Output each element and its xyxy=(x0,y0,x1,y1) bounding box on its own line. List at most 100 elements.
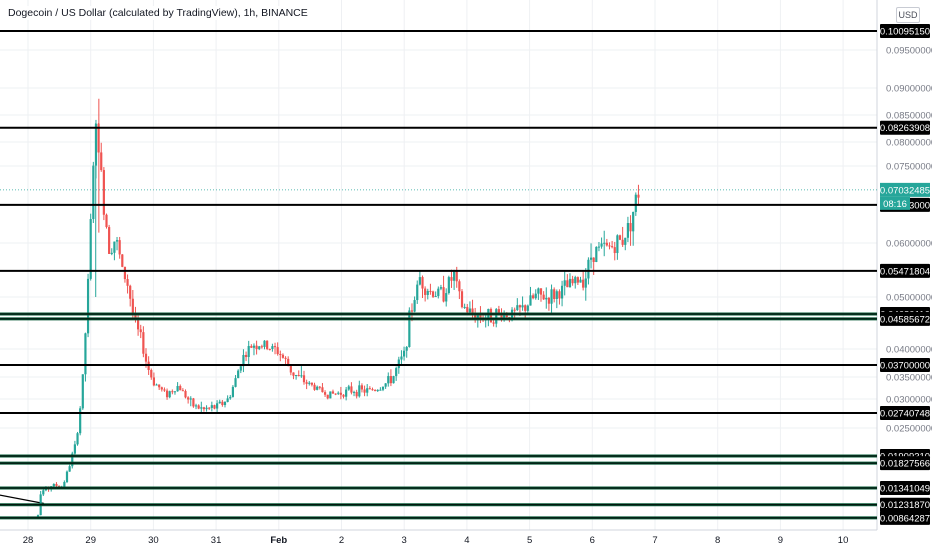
candle-body xyxy=(539,288,543,295)
candle-body xyxy=(115,240,119,242)
candle-body xyxy=(500,312,503,319)
candle-body xyxy=(168,391,171,398)
candle-body xyxy=(250,346,253,348)
candle-body xyxy=(110,252,113,254)
time-axis: 28 29 30 31 Feb 2 3 4 5 6 7 8 9 10 xyxy=(23,535,849,546)
candle-body xyxy=(329,391,332,399)
candle-body xyxy=(231,386,235,397)
candle-body xyxy=(281,354,285,358)
candle-body xyxy=(218,401,221,404)
candle-body xyxy=(263,340,266,347)
candle-body xyxy=(197,405,200,409)
candle-body xyxy=(200,407,203,409)
level-price-label: 0.08263908 xyxy=(880,123,930,134)
candle-body xyxy=(276,347,279,355)
candle-body xyxy=(418,277,421,285)
current-price-label: 0.07032485 xyxy=(880,185,930,196)
level-price-label: 0.01231870 xyxy=(880,500,930,511)
candle-body xyxy=(52,483,55,487)
price-tick-label: 0.06000000 xyxy=(886,239,932,250)
candle-body xyxy=(345,389,348,397)
candle-body xyxy=(558,291,561,299)
candle-body xyxy=(273,346,277,348)
candle-body xyxy=(597,246,601,248)
candle-body xyxy=(331,391,335,394)
candle-body xyxy=(492,322,495,324)
level-price-tag xyxy=(880,358,930,372)
candle-body xyxy=(310,382,314,385)
candle-body xyxy=(429,290,432,292)
candle-body xyxy=(368,388,371,390)
candle-body xyxy=(258,346,261,350)
time-tick-label: Feb xyxy=(270,535,287,546)
candle-body xyxy=(176,386,179,392)
candle-body xyxy=(160,387,163,390)
candle-body xyxy=(271,346,274,349)
candle-body xyxy=(471,308,474,315)
time-tick-label: 28 xyxy=(23,535,34,546)
candle-body xyxy=(350,386,353,393)
currency-button[interactable]: USD xyxy=(896,7,920,23)
candle-body xyxy=(366,388,369,393)
candle-body xyxy=(563,280,566,286)
candle-body xyxy=(355,391,358,397)
price-axis: 0.09500000 0.09000000 0.08500000 0.08000000… xyxy=(886,46,932,435)
candle-body xyxy=(618,235,622,240)
level-price-label: 0.10095150 xyxy=(880,27,930,38)
candle-body xyxy=(260,346,263,348)
candle-body xyxy=(450,277,453,281)
candle-body xyxy=(221,401,224,406)
candle-body xyxy=(381,386,385,390)
candle-body xyxy=(42,490,45,495)
candle-body xyxy=(352,391,356,393)
candle-body xyxy=(579,279,582,283)
candle-body xyxy=(105,214,108,228)
candle-body xyxy=(284,357,287,359)
price-tick-label: 0.04000000 xyxy=(886,345,932,356)
candle-body xyxy=(76,433,79,445)
level-price-tag xyxy=(880,24,930,38)
candle-body xyxy=(84,333,87,375)
candle-body xyxy=(568,278,572,288)
candle-body xyxy=(589,257,593,260)
candle-body xyxy=(118,240,121,255)
candle-body xyxy=(455,270,458,282)
horizontal-levels[interactable]: 0.100951500.082639080.067330000.05471804… xyxy=(0,24,930,525)
candle-body xyxy=(605,242,608,246)
candle-body xyxy=(384,383,387,387)
candle-body xyxy=(613,247,616,254)
candle-body xyxy=(632,211,635,232)
candle-body xyxy=(102,170,105,215)
candle-body xyxy=(297,375,300,377)
candle-body xyxy=(165,390,169,398)
level-price-tag xyxy=(880,405,930,420)
candle-body xyxy=(453,270,456,281)
candle-body xyxy=(466,306,469,313)
candle-body xyxy=(300,375,303,377)
candle-body xyxy=(337,392,340,394)
candle-body xyxy=(192,398,195,407)
candle-body xyxy=(358,385,361,397)
candle-body xyxy=(587,259,590,279)
time-tick-label: 6 xyxy=(590,535,595,546)
candle-body xyxy=(437,288,440,297)
time-tick-label: 31 xyxy=(211,535,222,546)
candle-body xyxy=(560,285,564,299)
candle-body xyxy=(184,390,187,398)
level-price-label: 0.02740748 xyxy=(880,408,930,419)
candle-body xyxy=(302,375,306,383)
time-tick-label: 3 xyxy=(402,535,407,546)
candle-body xyxy=(155,384,158,386)
price-tick-label: 0.09500000 xyxy=(886,46,932,57)
candle-body xyxy=(374,390,377,392)
candle-body xyxy=(537,288,540,294)
candle-body xyxy=(279,354,282,356)
level-price-tag xyxy=(880,497,930,512)
level-price-tag xyxy=(880,480,930,495)
level-price-tag xyxy=(880,456,930,471)
candle-body xyxy=(379,389,382,391)
candle-body xyxy=(292,372,295,376)
candle-body xyxy=(194,405,198,407)
